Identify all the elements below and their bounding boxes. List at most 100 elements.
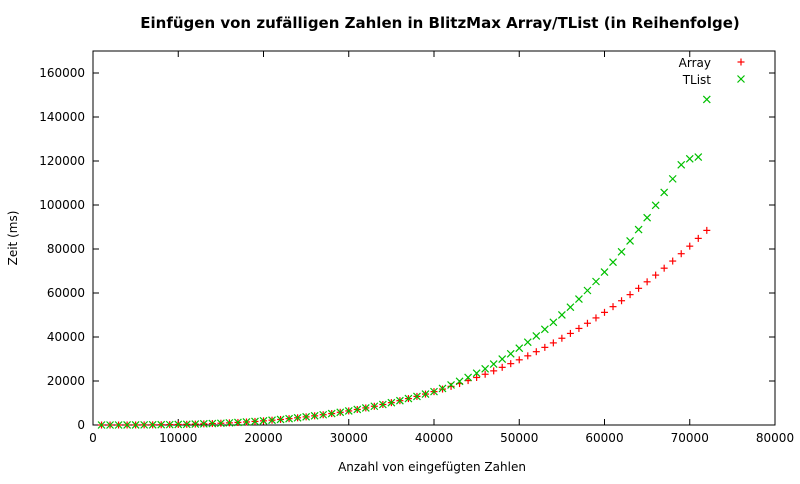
data-point-tlist: [455, 377, 464, 386]
legend-marker-tlist: [737, 75, 745, 83]
data-point-array: [601, 308, 608, 316]
data-point-tlist: [668, 174, 677, 183]
data-point-tlist: [498, 355, 507, 364]
data-point-tlist: [532, 332, 541, 340]
legend: Array TList: [679, 56, 745, 87]
data-point-array: [498, 363, 506, 371]
data-point-tlist: [489, 360, 498, 369]
x-tick-label: 50000: [500, 431, 538, 445]
data-point-tlist: [430, 387, 438, 396]
data-point-array: [618, 297, 626, 305]
data-point-tlist: [216, 419, 225, 428]
data-point-tlist: [617, 247, 626, 256]
legend-label-tlist: TList: [682, 73, 712, 87]
data-point-tlist: [361, 403, 370, 412]
data-point-tlist: [378, 400, 387, 409]
data-point-tlist: [259, 416, 268, 425]
data-point-array: [677, 250, 685, 258]
data-point-tlist: [157, 420, 166, 429]
x-tick-label: 80000: [756, 431, 794, 445]
data-point-array: [558, 334, 566, 342]
data-point-tlist: [302, 412, 311, 421]
x-tick-label: 20000: [244, 431, 282, 445]
data-point-array: [652, 271, 660, 279]
data-point-tlist: [191, 420, 200, 429]
data-point-tlist: [208, 419, 217, 428]
data-point-tlist: [583, 286, 592, 295]
x-tick-label: 70000: [671, 431, 709, 445]
data-point-array: [473, 373, 481, 381]
data-point-tlist: [600, 268, 609, 276]
data-point-tlist: [685, 154, 694, 163]
y-tick-label: 0: [77, 418, 85, 432]
x-tick-label: 60000: [585, 431, 623, 445]
data-point-tlist: [660, 188, 669, 197]
data-point-tlist: [575, 295, 583, 303]
data-point-tlist: [97, 421, 106, 429]
x-axis-label: Anzahl von eingefügten Zahlen: [338, 460, 526, 474]
data-point-array: [686, 242, 694, 250]
data-point-tlist: [506, 349, 515, 358]
y-tick-label: 40000: [47, 330, 85, 344]
data-point-array: [490, 367, 498, 375]
chart-title: Einfügen von zufälligen Zahlen in BlitzM…: [140, 14, 739, 32]
data-point-tlist: [242, 418, 251, 426]
data-point-tlist: [651, 201, 660, 210]
data-point-tlist: [251, 417, 259, 426]
x-tick-label: 30000: [330, 431, 368, 445]
y-tick-label: 100000: [39, 198, 85, 212]
data-point-array: [515, 356, 523, 364]
data-point-tlist: [592, 277, 600, 286]
data-point-tlist: [319, 410, 328, 419]
data-point-array: [575, 324, 583, 332]
data-point-array: [507, 360, 515, 368]
data-point-tlist: [677, 160, 686, 169]
data-point-tlist: [472, 369, 481, 378]
y-tick-label: 20000: [47, 374, 85, 388]
data-point-array: [703, 226, 711, 234]
data-point-tlist: [199, 419, 208, 428]
data-point-array: [566, 329, 574, 337]
data-point-tlist: [702, 95, 711, 104]
data-point-tlist: [140, 420, 149, 429]
data-point-tlist: [557, 311, 566, 319]
y-tick-label: 80000: [47, 242, 85, 256]
data-point-tlist: [353, 405, 362, 414]
data-point-tlist: [549, 318, 558, 327]
data-point-tlist: [344, 406, 353, 415]
data-point-array: [583, 319, 591, 327]
data-point-tlist: [523, 338, 532, 347]
legend-label-array: Array: [679, 56, 711, 70]
data-point-tlist: [464, 373, 473, 382]
data-point-tlist: [404, 394, 413, 403]
y-tick-label: 140000: [39, 110, 85, 124]
data-point-tlist: [285, 414, 293, 423]
data-point-tlist: [540, 325, 549, 334]
data-point-array: [541, 343, 549, 351]
data-point-array: [626, 291, 634, 299]
data-point-array: [592, 314, 600, 322]
data-point-array: [694, 234, 702, 242]
x-tick-label: 10000: [159, 431, 197, 445]
data-point-tlist: [225, 418, 234, 427]
data-point-tlist: [626, 237, 634, 245]
data-point-tlist: [566, 303, 575, 312]
data-point-array: [524, 352, 532, 360]
data-point-tlist: [438, 384, 447, 393]
data-point-tlist: [106, 421, 114, 429]
y-tick-label: 160000: [39, 66, 85, 80]
data-point-array: [532, 348, 540, 356]
data-point-tlist: [327, 409, 336, 418]
data-point-array: [669, 257, 677, 265]
data-point-array: [447, 382, 455, 390]
data-point-tlist: [643, 213, 652, 222]
x-tick-label: 40000: [415, 431, 453, 445]
x-tick-label: 0: [89, 431, 97, 445]
data-point-tlist: [131, 421, 140, 429]
data-point-array: [609, 303, 617, 311]
data-point-tlist: [123, 421, 132, 429]
data-point-tlist: [694, 153, 703, 161]
data-point-array: [660, 264, 668, 272]
data-point-tlist: [387, 398, 396, 407]
data-point-tlist: [447, 381, 455, 389]
